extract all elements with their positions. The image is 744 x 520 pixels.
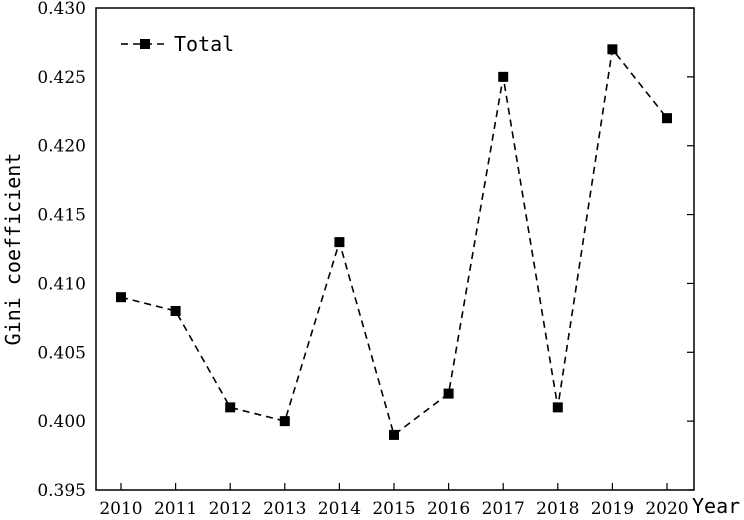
- y-tick-label: 0.425: [37, 68, 86, 88]
- y-tick-label: 0.395: [37, 481, 86, 501]
- y-tick-label: 0.410: [37, 274, 86, 294]
- x-tick-label: 2014: [318, 499, 361, 519]
- x-axis-ticks: 2010 2011 2012 2013 2014 2015 2016 2017 2018 2019…: [99, 483, 689, 519]
- data-point-2015: [389, 429, 399, 440]
- series-line-total: [120, 47, 668, 437]
- data-point-2010: [116, 292, 126, 303]
- data-point-2018: [552, 402, 563, 413]
- x-tick-label: 2019: [591, 499, 634, 519]
- x-tick-label: 2020: [645, 499, 688, 519]
- data-point-2017: [498, 71, 509, 82]
- data-point-2014: [334, 237, 345, 248]
- legend-marker-square: [140, 39, 150, 49]
- y-tick-label: 0.420: [37, 137, 86, 157]
- data-point-2011: [170, 305, 181, 316]
- plot-frame: [95, 7, 695, 491]
- series-markers-total: [116, 44, 672, 440]
- x-tick-label: 2011: [154, 499, 197, 519]
- y-tick-label: 0.400: [37, 412, 86, 432]
- x-tick-label: 2016: [427, 499, 470, 519]
- y-tick-label: 0.405: [37, 343, 86, 363]
- data-point-2016: [443, 388, 454, 399]
- x-axis-title: Year: [692, 494, 740, 518]
- data-point-2012: [225, 402, 236, 413]
- x-tick-label: 2015: [372, 499, 415, 519]
- y-axis-ticks: 0.395 0.400 0.405 0.410 0.415 0.420 0.425 0.430: [37, 0, 694, 501]
- y-tick-label: 0.415: [37, 206, 86, 226]
- x-tick-label: 2012: [209, 499, 252, 519]
- x-tick-label: 2017: [482, 499, 525, 519]
- data-point-2019: [607, 44, 618, 55]
- legend: Total: [121, 32, 234, 56]
- data-point-2020: [662, 113, 672, 124]
- x-tick-label: 2010: [99, 499, 142, 519]
- data-point-2013: [279, 416, 290, 427]
- x-tick-label: 2018: [536, 499, 579, 519]
- x-tick-label: 2013: [263, 499, 306, 519]
- y-axis-title: Gini coefficient: [1, 153, 25, 346]
- y-tick-label: 0.430: [37, 0, 86, 19]
- legend-label-total: Total: [174, 32, 234, 56]
